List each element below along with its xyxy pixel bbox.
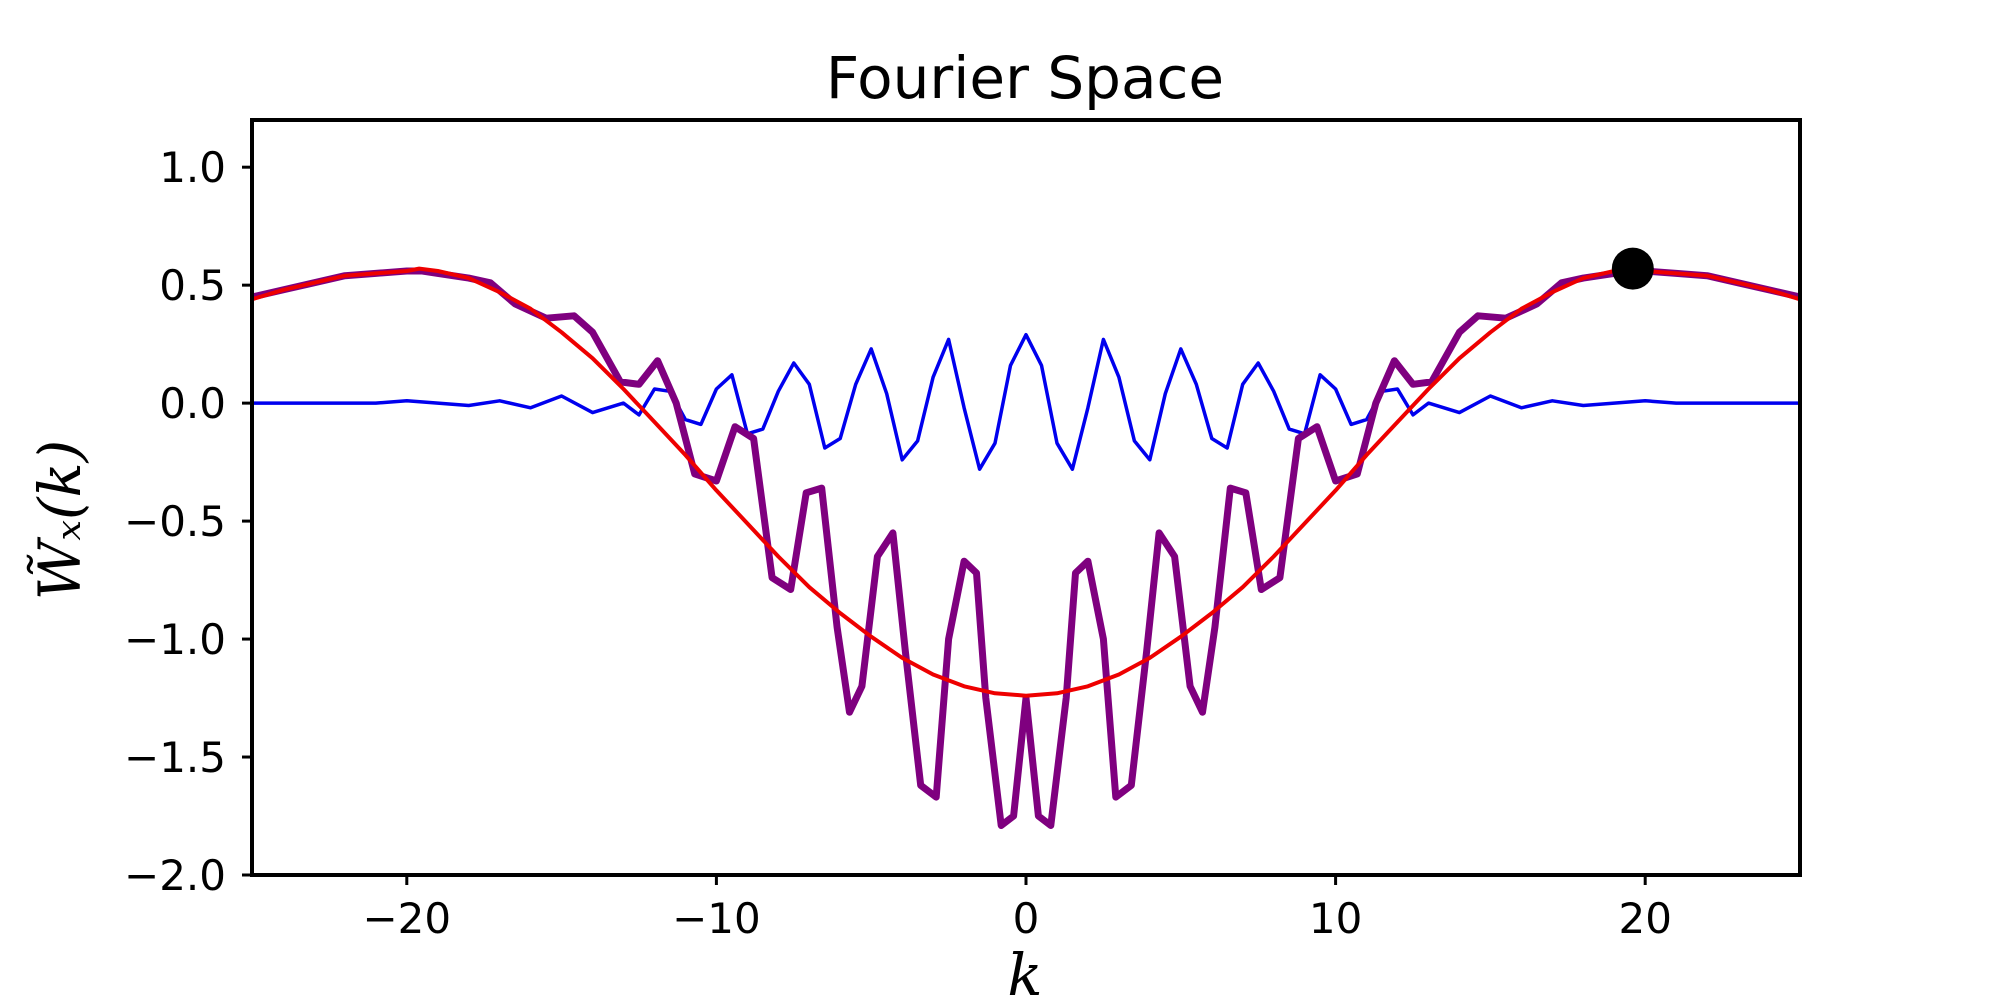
series-line-2 (252, 266, 1800, 698)
y-tick-label: −2.0 (124, 851, 226, 900)
plot-area: −20 −10 0 10 20 1.0 0.5 0.0 −0.5 −1.0 −1.5 −2.0 (124, 118, 1802, 943)
x-tick-label: −10 (672, 894, 761, 943)
chart-title: Fourier Space (826, 44, 1224, 112)
series-line-1 (252, 267, 1800, 829)
y-tick-label: −1.0 (124, 615, 226, 664)
x-tick-label: 10 (1309, 894, 1362, 943)
marker-point (1611, 247, 1654, 290)
series-group (252, 266, 1800, 829)
x-tick-label: −20 (362, 894, 451, 943)
y-axis-label: W̃ₓ(k) (25, 440, 94, 601)
x-axis-label: k (1007, 941, 1042, 1000)
y-tick-label: −1.5 (124, 733, 226, 782)
x-tick-label: 0 (1013, 894, 1040, 943)
y-tick-label: 0.0 (159, 379, 226, 428)
series-line-0 (252, 332, 1800, 471)
y-tick-label: −0.5 (124, 497, 226, 546)
x-tick-label: 20 (1618, 894, 1671, 943)
plot-frame (250, 118, 1802, 877)
y-tick-label: 1.0 (159, 143, 226, 192)
y-tick-label: 0.5 (159, 261, 226, 310)
